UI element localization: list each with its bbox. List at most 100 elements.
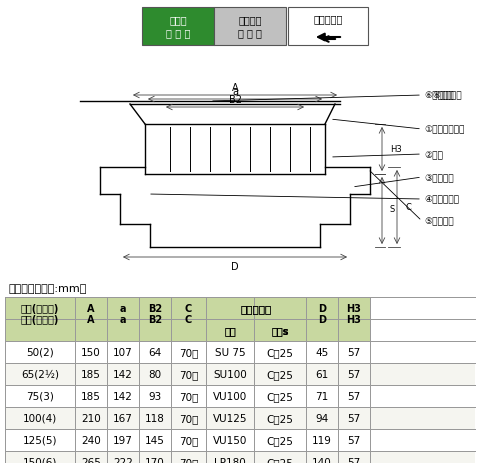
Text: C: C bbox=[185, 314, 192, 324]
Bar bbox=[206, 297, 306, 319]
Text: A: A bbox=[87, 303, 95, 313]
Text: 93: 93 bbox=[148, 391, 162, 401]
Text: C－25: C－25 bbox=[266, 391, 293, 401]
Bar bbox=[75, 297, 107, 341]
Text: 70〜: 70〜 bbox=[179, 457, 198, 463]
Bar bbox=[306, 297, 338, 341]
Bar bbox=[254, 297, 306, 341]
Text: 167: 167 bbox=[113, 413, 133, 423]
Text: 57: 57 bbox=[348, 347, 360, 357]
Text: 70〜: 70〜 bbox=[179, 369, 198, 379]
Text: 80: 80 bbox=[148, 369, 162, 379]
Text: 70〜: 70〜 bbox=[179, 435, 198, 445]
Text: 197: 197 bbox=[113, 435, 133, 445]
Text: B2: B2 bbox=[148, 314, 162, 324]
Bar bbox=[5, 407, 475, 429]
Text: 57: 57 bbox=[348, 391, 360, 401]
Text: 185: 185 bbox=[81, 391, 101, 401]
Text: スペーサー: スペーサー bbox=[240, 303, 272, 313]
Text: B2: B2 bbox=[148, 303, 162, 313]
Text: 222: 222 bbox=[113, 457, 133, 463]
Text: 142: 142 bbox=[113, 391, 133, 401]
FancyBboxPatch shape bbox=[214, 8, 286, 46]
Bar bbox=[139, 297, 171, 341]
Text: 塗　膜
防 水 用: 塗 膜 防 水 用 bbox=[166, 15, 190, 38]
Text: 125(5): 125(5) bbox=[23, 435, 57, 445]
Text: 70〜: 70〜 bbox=[179, 413, 198, 423]
Bar bbox=[5, 429, 475, 451]
Bar bbox=[139, 297, 171, 341]
Text: 規格: 規格 bbox=[224, 325, 236, 335]
Text: 呼称(インチ): 呼称(インチ) bbox=[21, 303, 59, 313]
Text: スペーサー: スペーサー bbox=[240, 303, 272, 313]
Text: H3: H3 bbox=[347, 314, 361, 324]
Text: C－25: C－25 bbox=[266, 413, 293, 423]
Text: 50(2): 50(2) bbox=[26, 347, 54, 357]
Text: 170: 170 bbox=[145, 457, 165, 463]
Text: ③アンカー: ③アンカー bbox=[424, 173, 454, 182]
Text: 差し込み式: 差し込み式 bbox=[313, 14, 343, 24]
Bar bbox=[338, 297, 370, 341]
Text: C－25: C－25 bbox=[266, 347, 293, 357]
Text: 119: 119 bbox=[312, 435, 332, 445]
Text: 規格: 規格 bbox=[224, 325, 236, 335]
Bar bbox=[5, 341, 475, 363]
Text: SU100: SU100 bbox=[213, 369, 247, 379]
Text: ⑥丸小ネジ: ⑥丸小ネジ bbox=[424, 91, 454, 100]
Text: 45: 45 bbox=[315, 347, 329, 357]
Bar bbox=[206, 297, 254, 341]
Text: a: a bbox=[120, 314, 126, 324]
Text: 100(4): 100(4) bbox=[23, 413, 57, 423]
Text: 長さs: 長さs bbox=[271, 325, 289, 335]
Bar bbox=[5, 385, 475, 407]
Bar bbox=[75, 297, 107, 341]
Bar bbox=[5, 297, 75, 341]
Bar bbox=[107, 297, 139, 341]
Text: 150(6): 150(6) bbox=[23, 457, 57, 463]
Text: 70〜: 70〜 bbox=[179, 347, 198, 357]
Text: VU125: VU125 bbox=[213, 413, 247, 423]
Bar bbox=[5, 363, 475, 385]
Text: 呼称(インチ): 呼称(インチ) bbox=[21, 314, 59, 324]
Text: 65(2½): 65(2½) bbox=[21, 369, 59, 379]
Text: 寸法表　＜単位:mm＞: 寸法表 ＜単位:mm＞ bbox=[8, 283, 86, 294]
Text: VU150: VU150 bbox=[213, 435, 247, 445]
Text: 75(3): 75(3) bbox=[26, 391, 54, 401]
Text: VU100: VU100 bbox=[213, 391, 247, 401]
Text: 185: 185 bbox=[81, 369, 101, 379]
Text: ②本体: ②本体 bbox=[424, 150, 443, 159]
Bar bbox=[171, 297, 206, 341]
Text: a: a bbox=[232, 87, 238, 97]
Text: 150: 150 bbox=[81, 347, 101, 357]
Text: a: a bbox=[120, 303, 126, 313]
Text: H3: H3 bbox=[347, 303, 361, 313]
Bar bbox=[5, 297, 75, 341]
Text: A: A bbox=[232, 83, 238, 93]
Text: B2: B2 bbox=[228, 95, 241, 105]
Text: 94: 94 bbox=[315, 413, 329, 423]
Text: H3: H3 bbox=[390, 145, 402, 154]
Text: C－25: C－25 bbox=[266, 369, 293, 379]
Text: モルタル
防 水 用: モルタル 防 水 用 bbox=[238, 15, 262, 38]
Text: 57: 57 bbox=[348, 369, 360, 379]
Bar bbox=[171, 297, 206, 341]
Text: ④スペーサー: ④スペーサー bbox=[424, 195, 459, 204]
Text: ①ストレーナー: ①ストレーナー bbox=[424, 125, 464, 134]
Text: A: A bbox=[87, 314, 95, 324]
FancyBboxPatch shape bbox=[142, 8, 214, 46]
Text: ⑥丸小ネジ: ⑥丸小ネジ bbox=[432, 91, 462, 100]
Bar bbox=[306, 297, 338, 341]
Text: LP180: LP180 bbox=[214, 457, 246, 463]
Text: 107: 107 bbox=[113, 347, 133, 357]
Text: 64: 64 bbox=[148, 347, 162, 357]
Bar bbox=[338, 297, 370, 341]
Text: 71: 71 bbox=[315, 391, 329, 401]
Text: 57: 57 bbox=[348, 457, 360, 463]
Text: 240: 240 bbox=[81, 435, 101, 445]
Text: D: D bbox=[318, 303, 326, 313]
Text: SU 75: SU 75 bbox=[215, 347, 245, 357]
Text: ⑤丸小ネジ: ⑤丸小ネジ bbox=[424, 217, 454, 226]
Text: S: S bbox=[390, 205, 395, 214]
Text: 265: 265 bbox=[81, 457, 101, 463]
Text: D: D bbox=[231, 262, 239, 271]
